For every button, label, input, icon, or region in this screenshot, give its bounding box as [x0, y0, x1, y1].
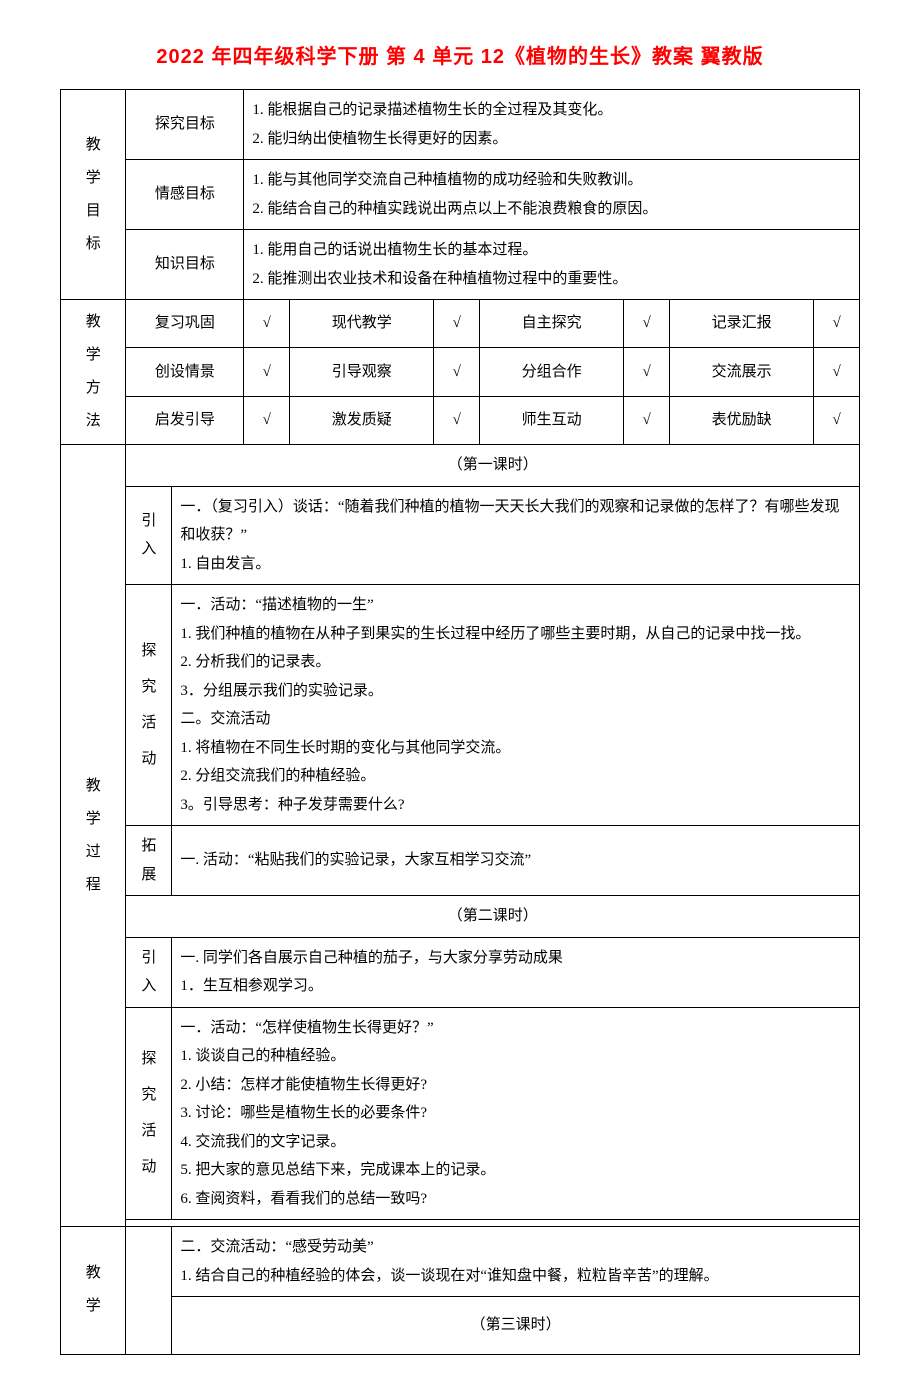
method-0-2: 自主探究: [480, 300, 624, 348]
objective-name-2: 知识目标: [126, 230, 244, 300]
method-2-1: 激发质疑: [290, 396, 434, 444]
lesson1-extend-row: 拓展 一. 活动：“粘贴我们的实验记录，大家互相学习交流”: [61, 826, 860, 896]
method-1-0: 创设情景: [126, 348, 244, 396]
lesson1-explore-tag: 探究活动: [126, 585, 172, 826]
method-1-3: 交流展示: [670, 348, 814, 396]
check-2-1: √: [434, 396, 480, 444]
objective-row-3: 知识目标 1. 能用自己的话说出植物生长的基本过程。 2. 能推测出农业技术和设…: [61, 230, 860, 300]
methods-label: 教学方法: [61, 300, 126, 445]
page-title: 2022 年四年级科学下册 第 4 单元 12《植物的生长》教案 翼教版: [60, 40, 860, 69]
lesson3-header-row: （第三课时）: [61, 1297, 860, 1355]
lesson1-intro-row: 引入 一．（复习引入）谈话：“随着我们种植的植物一天天长大我们的观察和记录做的怎…: [61, 486, 860, 585]
check-0-1: √: [434, 300, 480, 348]
objective-text-1: 1. 能与其他同学交流自己种植植物的成功经验和失败教训。 2. 能结合自己的种植…: [244, 160, 860, 230]
check-1-3: √: [814, 348, 860, 396]
check-1-1: √: [434, 348, 480, 396]
blank-row: [61, 1220, 860, 1227]
method-0-0: 复习巩固: [126, 300, 244, 348]
objective-row-1: 教学目标 探究目标 1. 能根据自己的记录描述植物生长的全过程及其变化。 2. …: [61, 90, 860, 160]
lesson2-explore-tag: 探究活动: [126, 1007, 172, 1220]
lesson1-intro-tag: 引入: [126, 486, 172, 585]
lesson1-explore-text: 一．活动：“描述植物的一生” 1. 我们种植的植物在从种子到果实的生长过程中经历…: [172, 585, 860, 826]
lesson1-explore-row: 探究活动 一．活动：“描述植物的一生” 1. 我们种植的植物在从种子到果实的生长…: [61, 585, 860, 826]
check-2-2: √: [624, 396, 670, 444]
lesson2-intro-text: 一. 同学们各自展示自己种植的茄子，与大家分享劳动成果 1．生互相参观学习。: [172, 937, 860, 1007]
method-0-1: 现代教学: [290, 300, 434, 348]
lesson2-intro-row: 引入 一. 同学们各自展示自己种植的茄子，与大家分享劳动成果 1．生互相参观学习…: [61, 937, 860, 1007]
lesson-plan-table: 教学目标 探究目标 1. 能根据自己的记录描述植物生长的全过程及其变化。 2. …: [60, 89, 860, 1355]
lesson1-extend-tag: 拓展: [126, 826, 172, 896]
extra-text: 二．交流活动：“感受劳动美” 1. 结合自己的种植经验的体会，谈一谈现在对“谁知…: [172, 1227, 860, 1297]
objective-text-2: 1. 能用自己的话说出植物生长的基本过程。 2. 能推测出农业技术和设备在种植植…: [244, 230, 860, 300]
check-0-3: √: [814, 300, 860, 348]
lesson2-header-row: （第二课时）: [61, 896, 860, 938]
process-label-2: 教学: [61, 1227, 126, 1355]
methods-row-0: 教学方法 复习巩固 √ 现代教学 √ 自主探究 √ 记录汇报 √: [61, 300, 860, 348]
check-2-0: √: [244, 396, 290, 444]
check-0-0: √: [244, 300, 290, 348]
lesson2-intro-tag: 引入: [126, 937, 172, 1007]
check-2-3: √: [814, 396, 860, 444]
objective-text-0: 1. 能根据自己的记录描述植物生长的全过程及其变化。 2. 能归纳出使植物生长得…: [244, 90, 860, 160]
extra-row: 教学 二．交流活动：“感受劳动美” 1. 结合自己的种植经验的体会，谈一谈现在对…: [61, 1227, 860, 1297]
lesson1-intro-text: 一．（复习引入）谈话：“随着我们种植的植物一天天长大我们的观察和记录做的怎样了？…: [172, 486, 860, 585]
methods-row-2: 启发引导 √ 激发质疑 √ 师生互动 √ 表优励缺 √: [61, 396, 860, 444]
objective-name-1: 情感目标: [126, 160, 244, 230]
method-0-3: 记录汇报: [670, 300, 814, 348]
lesson1-header-row: 教学过程 （第一课时）: [61, 445, 860, 487]
method-1-1: 引导观察: [290, 348, 434, 396]
method-2-3: 表优励缺: [670, 396, 814, 444]
check-1-0: √: [244, 348, 290, 396]
lesson2-header: （第二课时）: [126, 896, 860, 938]
lesson1-header: （第一课时）: [126, 445, 860, 487]
methods-row-1: 创设情景 √ 引导观察 √ 分组合作 √ 交流展示 √: [61, 348, 860, 396]
objectives-label: 教学目标: [61, 90, 126, 300]
process-label: 教学过程: [61, 445, 126, 1227]
lesson2-explore-row: 探究活动 一．活动：“怎样使植物生长得更好？” 1. 谈谈自己的种植经验。 2.…: [61, 1007, 860, 1220]
method-2-0: 启发引导: [126, 396, 244, 444]
lesson2-explore-text: 一．活动：“怎样使植物生长得更好？” 1. 谈谈自己的种植经验。 2. 小结：怎…: [172, 1007, 860, 1220]
method-1-2: 分组合作: [480, 348, 624, 396]
objective-row-2: 情感目标 1. 能与其他同学交流自己种植植物的成功经验和失败教训。 2. 能结合…: [61, 160, 860, 230]
check-1-2: √: [624, 348, 670, 396]
objective-name-0: 探究目标: [126, 90, 244, 160]
lesson1-extend-text: 一. 活动：“粘贴我们的实验记录，大家互相学习交流”: [172, 826, 860, 896]
method-2-2: 师生互动: [480, 396, 624, 444]
lesson3-header: （第三课时）: [172, 1297, 860, 1355]
check-0-2: √: [624, 300, 670, 348]
